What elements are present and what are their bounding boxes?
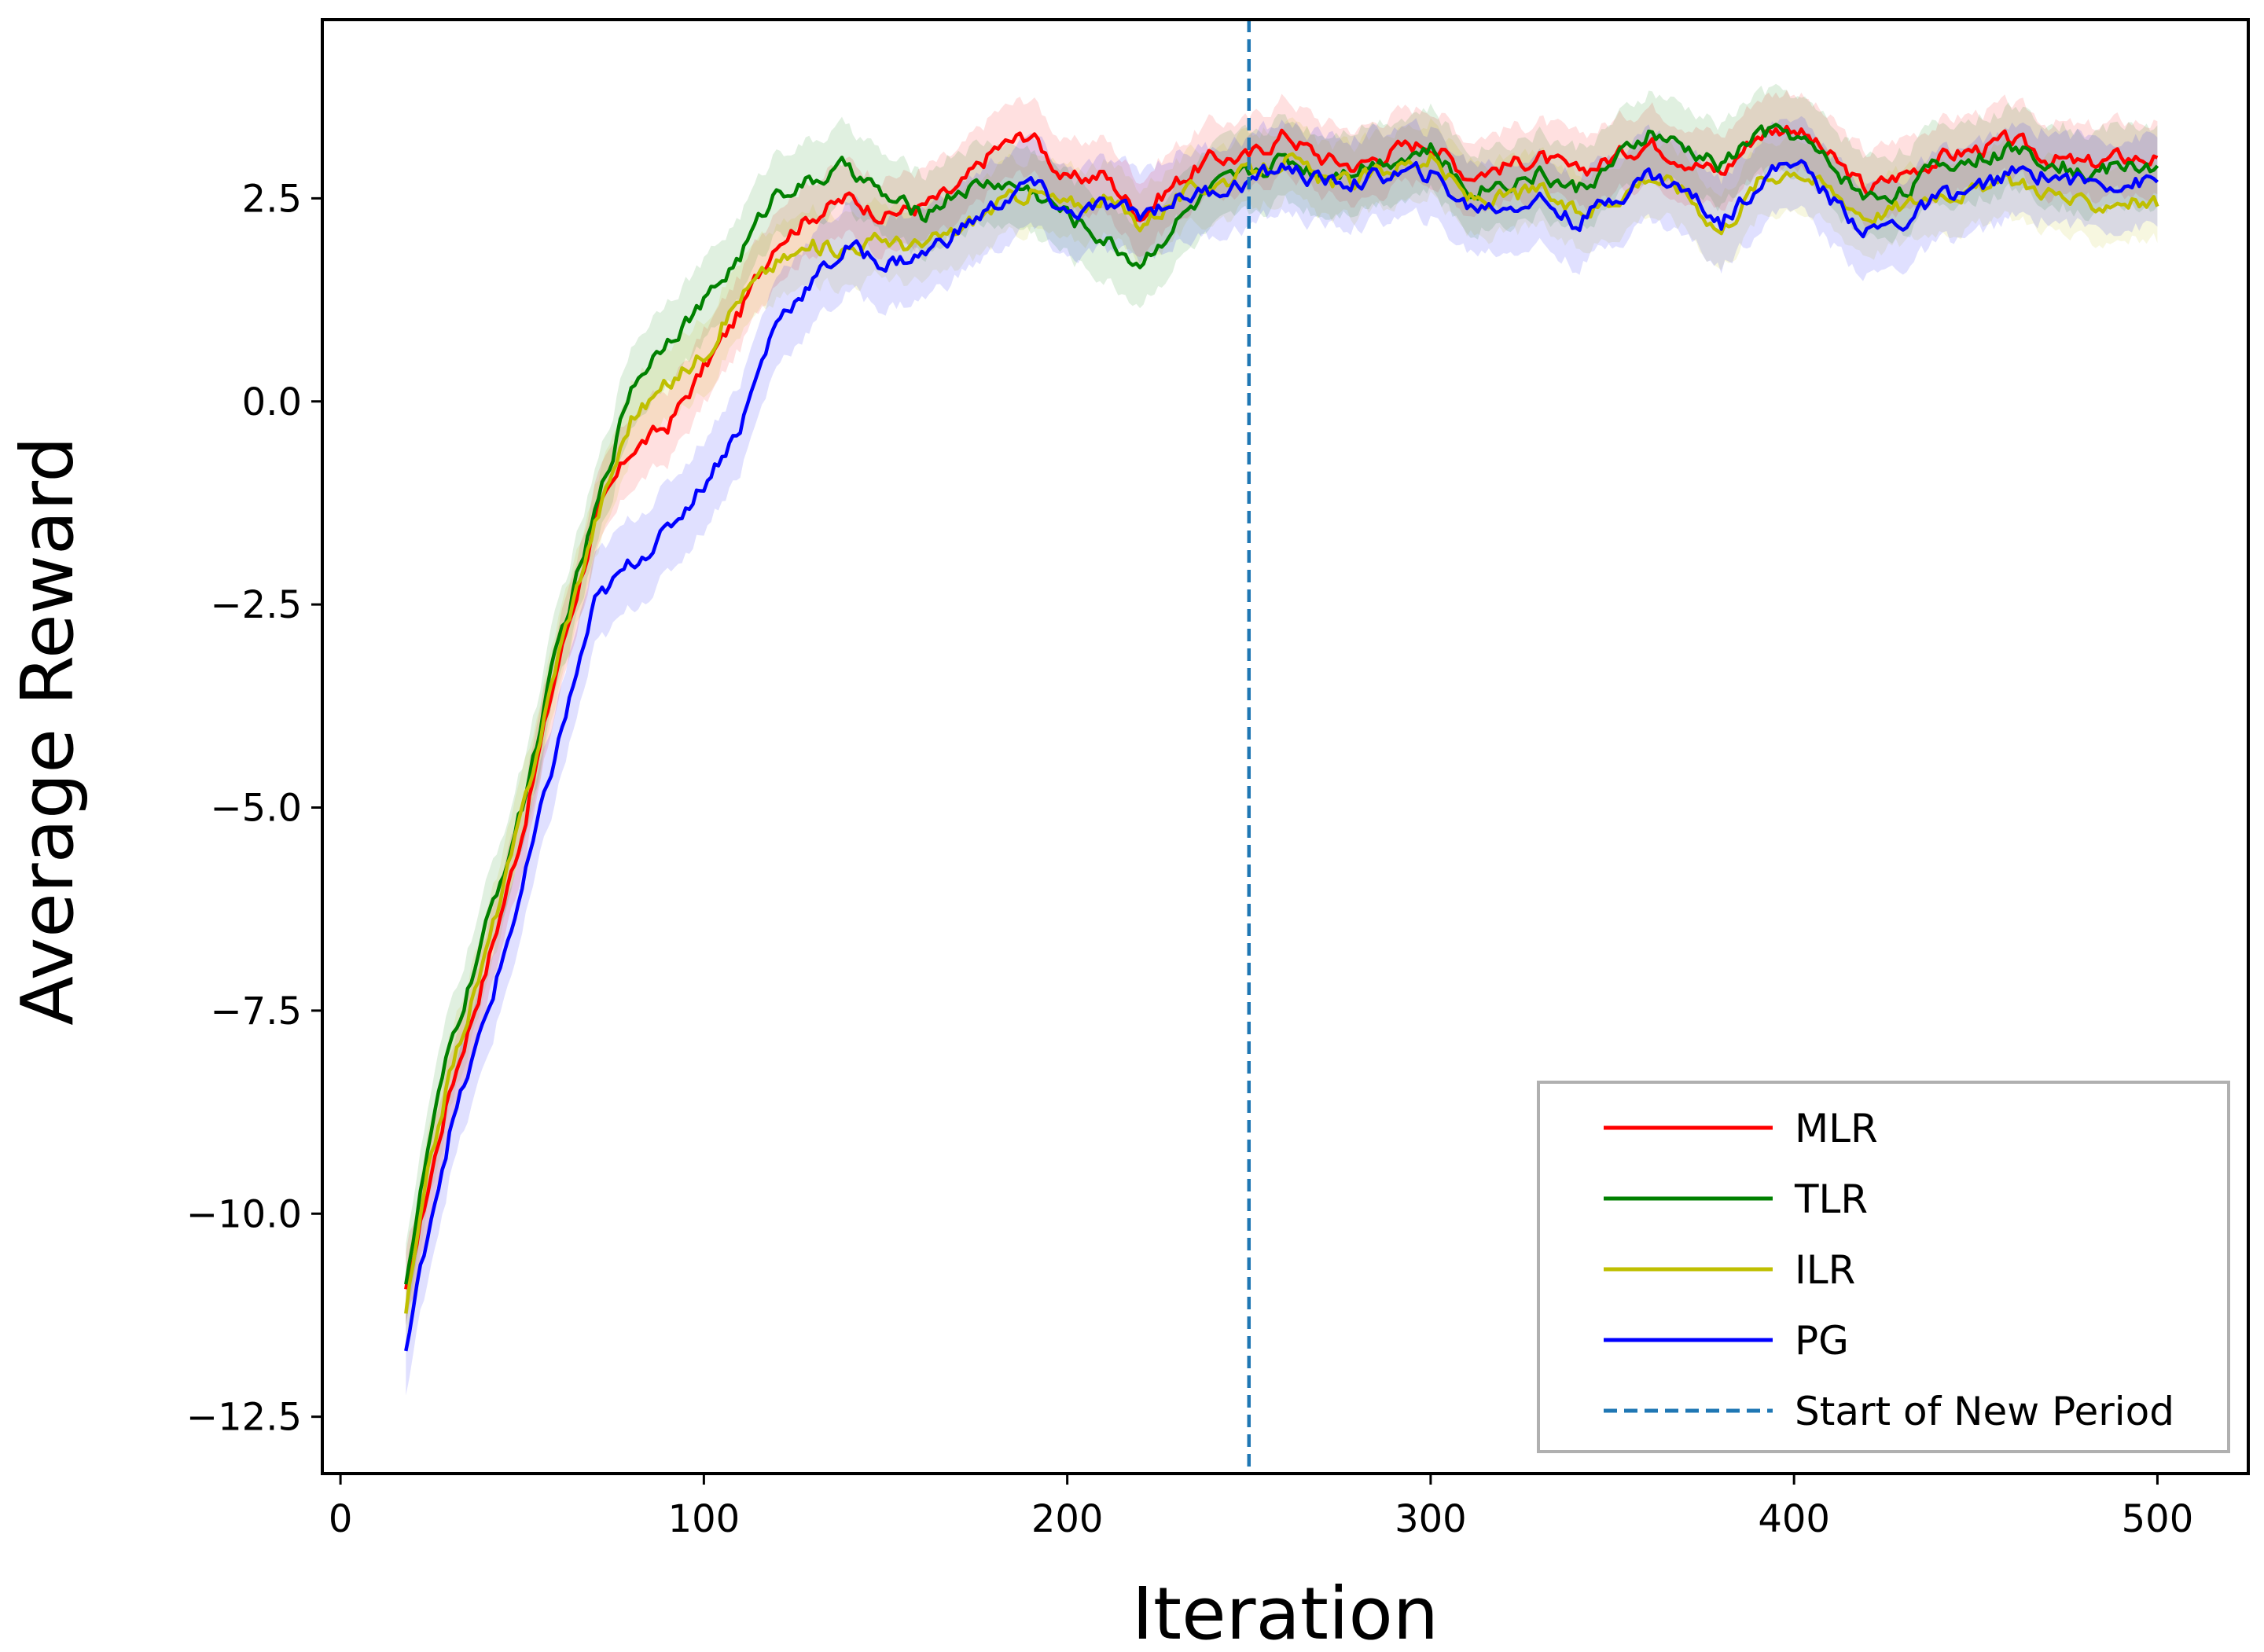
y-tick-label: −10.0: [186, 1192, 302, 1236]
legend-box: [1537, 1081, 2230, 1453]
y-tick-label: 0.0: [242, 380, 302, 424]
x-tick-label: 500: [2122, 1497, 2194, 1541]
legend-label: MLR: [1795, 1106, 1878, 1151]
x-tick-label: 400: [1758, 1497, 1830, 1541]
y-tick-label: −7.5: [210, 989, 302, 1033]
series-line-ilr: [404, 152, 2159, 1314]
y-tick-label: 2.5: [242, 177, 302, 221]
y-axis-label: Average Reward: [6, 436, 90, 1026]
x-axis-label: Iteration: [1132, 1572, 1439, 1652]
x-tick-label: 200: [1031, 1497, 1104, 1541]
series-line-tlr: [404, 123, 2159, 1285]
legend-label: PG: [1795, 1318, 1849, 1364]
series-line-pg: [404, 159, 2159, 1352]
legend-label: ILR: [1795, 1247, 1855, 1293]
y-tick-label: −12.5: [186, 1396, 302, 1440]
y-tick-label: −5.0: [210, 787, 302, 831]
y-tick-label: −2.5: [210, 583, 302, 627]
legend: MLR TLR ILR PG Start of New Period: [1537, 1081, 2230, 1453]
x-tick-label: 300: [1395, 1497, 1467, 1541]
x-tick-label: 0: [329, 1497, 353, 1541]
series-line-mlr: [404, 124, 2159, 1290]
legend-label: Start of New Period: [1795, 1389, 2174, 1434]
x-tick-label: 100: [668, 1497, 741, 1541]
plot-frame: [321, 18, 2250, 1475]
legend-label: TLR: [1794, 1177, 1868, 1222]
y-axis: −12.5 −10.0 −7.5 −5.0 −2.5 0.0 2.5: [186, 177, 322, 1440]
x-axis: 0 100 200 300 400 500: [329, 1474, 2193, 1541]
series-lines: [404, 123, 2159, 1352]
